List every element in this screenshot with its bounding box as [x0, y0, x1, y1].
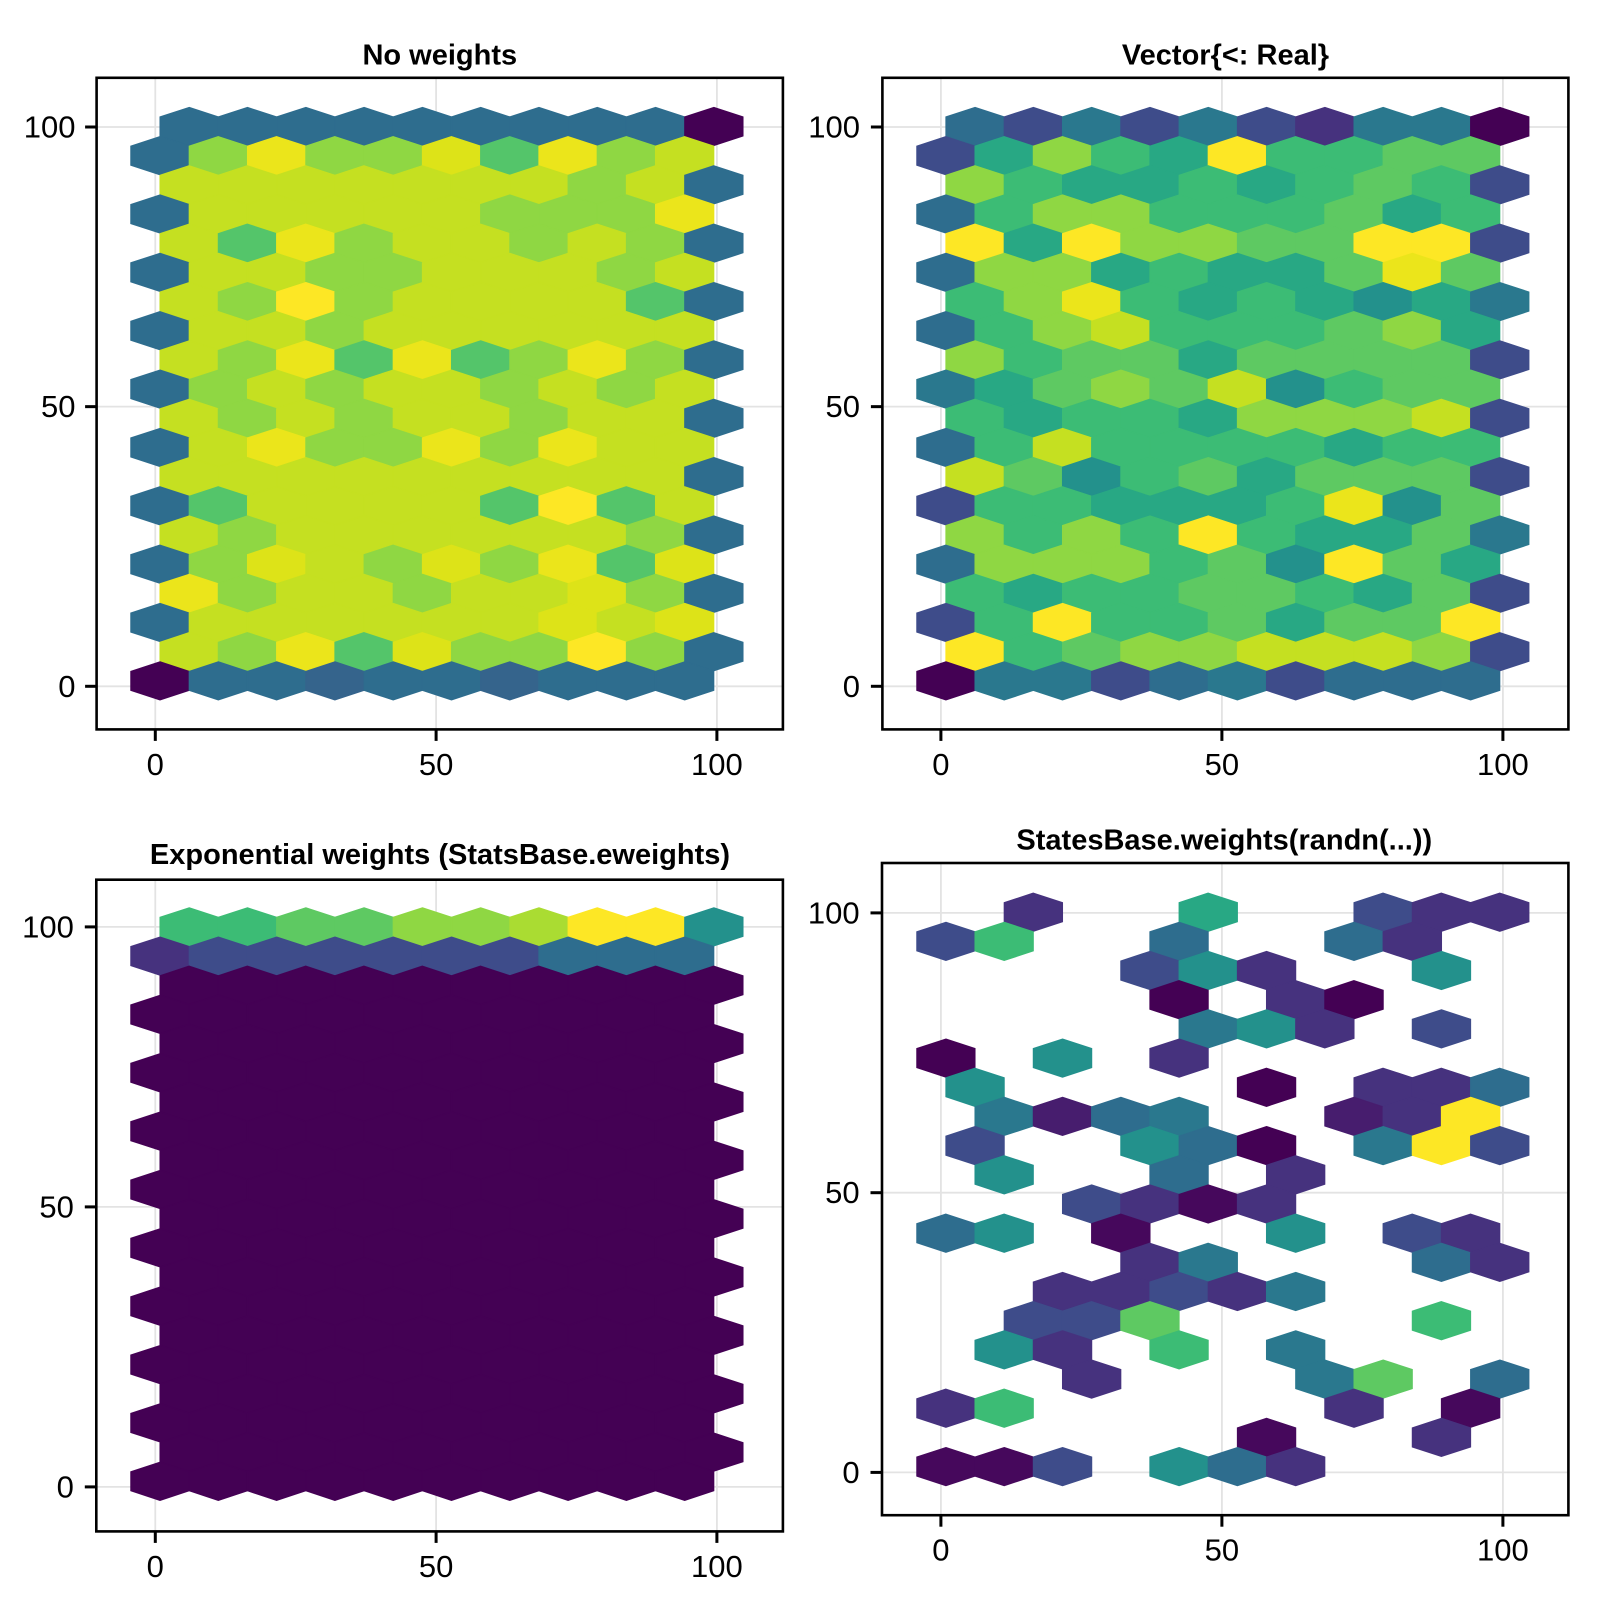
svg-text:50: 50: [419, 747, 453, 782]
svg-text:50: 50: [419, 1549, 453, 1584]
svg-text:50: 50: [39, 1189, 73, 1224]
svg-text:100: 100: [22, 909, 74, 944]
svg-text:StatesBase.weights(randn(...)): StatesBase.weights(randn(...)): [1016, 825, 1432, 857]
svg-text:No weights: No weights: [362, 40, 517, 72]
svg-text:100: 100: [1477, 747, 1529, 782]
svg-text:50: 50: [41, 389, 75, 424]
svg-text:100: 100: [808, 895, 860, 930]
svg-text:50: 50: [1205, 747, 1239, 782]
svg-text:0: 0: [932, 1533, 949, 1568]
svg-text:100: 100: [691, 747, 743, 782]
svg-text:0: 0: [932, 747, 949, 782]
svg-text:100: 100: [1477, 1533, 1529, 1568]
svg-text:0: 0: [147, 1549, 164, 1584]
svg-text:50: 50: [826, 389, 860, 424]
svg-text:100: 100: [691, 1549, 743, 1584]
svg-text:0: 0: [842, 1455, 859, 1490]
svg-text:0: 0: [58, 669, 75, 704]
svg-text:100: 100: [808, 110, 860, 145]
svg-text:0: 0: [147, 747, 164, 782]
svg-text:100: 100: [24, 110, 76, 145]
svg-text:50: 50: [1205, 1533, 1239, 1568]
svg-text:0: 0: [843, 669, 860, 704]
svg-text:50: 50: [825, 1175, 859, 1210]
svg-text:0: 0: [57, 1469, 74, 1504]
svg-text:Exponential weights (StatsBase: Exponential weights (StatsBase.eweights): [150, 839, 730, 871]
svg-text:Vector{<: Real}: Vector{<: Real}: [1122, 40, 1329, 72]
